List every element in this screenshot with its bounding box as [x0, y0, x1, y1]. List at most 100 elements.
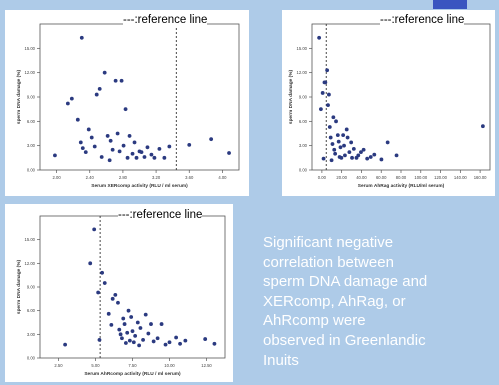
y-tick-label: 15.00	[25, 237, 36, 242]
x-tick-label: 0.00	[318, 175, 327, 180]
x-tick-label: 3.60	[185, 175, 194, 180]
x-tick-label: 60.00	[376, 175, 387, 180]
data-point	[335, 133, 340, 138]
data-point	[480, 124, 485, 129]
data-point	[79, 35, 84, 40]
x-axis-label: Serum AhRcomp activity (RLU / ml serum)	[84, 371, 181, 377]
data-point	[138, 326, 143, 330]
y-axis-label: sperm DNA damage (%)	[16, 69, 22, 124]
y-tick-label: 0.00	[27, 356, 36, 361]
data-point	[127, 134, 132, 138]
data-point	[106, 311, 111, 316]
description-line: AhRcomp were	[263, 312, 366, 330]
data-point	[333, 151, 338, 156]
y-tick-label: 12.00	[25, 70, 36, 75]
data-point	[325, 68, 330, 73]
description-line: observed in Greenlandic	[263, 331, 426, 349]
data-point	[83, 150, 88, 155]
y-axis-label: sperm DNA damage (%)	[288, 69, 294, 124]
data-point	[78, 140, 83, 145]
data-point	[372, 152, 377, 157]
x-axis-label: Serum AhRag activity (RLU/ml serum)	[358, 183, 445, 189]
data-point	[326, 103, 330, 108]
data-point	[149, 152, 154, 157]
data-point	[137, 343, 142, 348]
data-point	[327, 125, 332, 129]
data-point	[130, 329, 135, 334]
data-point	[53, 153, 57, 158]
x-tick-label: 80.00	[396, 175, 407, 180]
y-tick-label: 6.00	[299, 119, 308, 124]
data-point	[100, 270, 105, 275]
description-line: Inuits	[263, 351, 299, 369]
data-point	[127, 338, 132, 343]
scatter-chart-xercomp: 0.00 3.00 6.00 9.00 12.00 15.00 2.00 2.40 2.80 3.…	[16, 23, 240, 189]
data-point	[167, 144, 172, 149]
data-point	[132, 140, 137, 145]
data-point	[344, 127, 349, 132]
chart-panel-ahrag: 0.00 3.00 6.00 9.00 12.00 15.00 0.00 20.00 40.00…	[282, 10, 495, 196]
data-point	[331, 115, 336, 120]
data-point	[80, 146, 85, 151]
x-tick-label: 2.00	[53, 175, 62, 180]
data-point	[117, 327, 122, 332]
x-tick-label: 160.00	[474, 175, 487, 180]
data-point	[126, 308, 131, 313]
data-point	[113, 78, 118, 83]
x-tick-label: 2.80	[119, 175, 128, 180]
data-point	[385, 140, 390, 145]
y-tick-label: 0.00	[27, 168, 36, 173]
x-tick-label: 20.00	[336, 175, 347, 180]
data-point	[157, 147, 162, 151]
description-line: Significant negative	[263, 234, 394, 251]
x-tick-label: 100.00	[414, 175, 427, 180]
data-point	[336, 139, 341, 144]
data-point	[99, 155, 104, 159]
data-point	[209, 137, 214, 142]
data-point	[88, 261, 93, 266]
plot-frame	[39, 23, 240, 171]
data-point	[359, 150, 363, 155]
data-point	[69, 96, 74, 101]
data-point	[130, 151, 135, 156]
data-point	[361, 147, 366, 152]
data-point	[345, 135, 350, 140]
data-point	[162, 155, 167, 160]
x-tick-label: 5.00	[91, 363, 100, 368]
data-point	[349, 140, 354, 145]
chart-panel-xercomp: 0.00 3.00 6.00 9.00 12.00 15.00 2.00 2.40 2.80 3.…	[5, 10, 249, 196]
data-point	[107, 158, 112, 163]
reference-line-note-1: ---:reference line	[123, 13, 208, 27]
data-point	[328, 135, 333, 140]
data-point	[320, 91, 325, 95]
data-point	[151, 339, 156, 344]
data-point	[115, 131, 120, 136]
data-point	[350, 155, 354, 160]
data-point	[319, 107, 323, 112]
data-point	[105, 134, 110, 138]
data-point	[327, 92, 331, 97]
data-point	[108, 138, 113, 143]
data-point	[152, 155, 157, 160]
data-point	[102, 70, 107, 75]
data-point	[351, 147, 356, 151]
data-point	[97, 337, 102, 342]
x-tick-label: 4.00	[218, 175, 227, 180]
data-point	[116, 300, 120, 305]
data-point	[131, 340, 136, 345]
reference-line-note-3: ---:reference line	[118, 208, 203, 222]
data-point	[97, 86, 102, 91]
data-point	[121, 143, 126, 148]
scatter-chart-ahrcomp: 0.00 3.00 6.00 9.00 12.00 15.00 2.50 5.00 7.50 10…	[16, 215, 226, 377]
description-line: XERcomp, AhRag, or	[263, 292, 406, 310]
data-point	[334, 119, 338, 124]
findings-description: Significant negative correlation between…	[263, 233, 499, 385]
data-point	[321, 156, 326, 161]
data-point	[129, 315, 134, 319]
data-point	[356, 153, 361, 158]
data-point	[75, 117, 80, 122]
data-point	[174, 335, 179, 340]
y-tick-label: 6.00	[27, 308, 36, 313]
x-tick-label: 40.00	[356, 175, 367, 180]
data-point	[149, 322, 153, 326]
